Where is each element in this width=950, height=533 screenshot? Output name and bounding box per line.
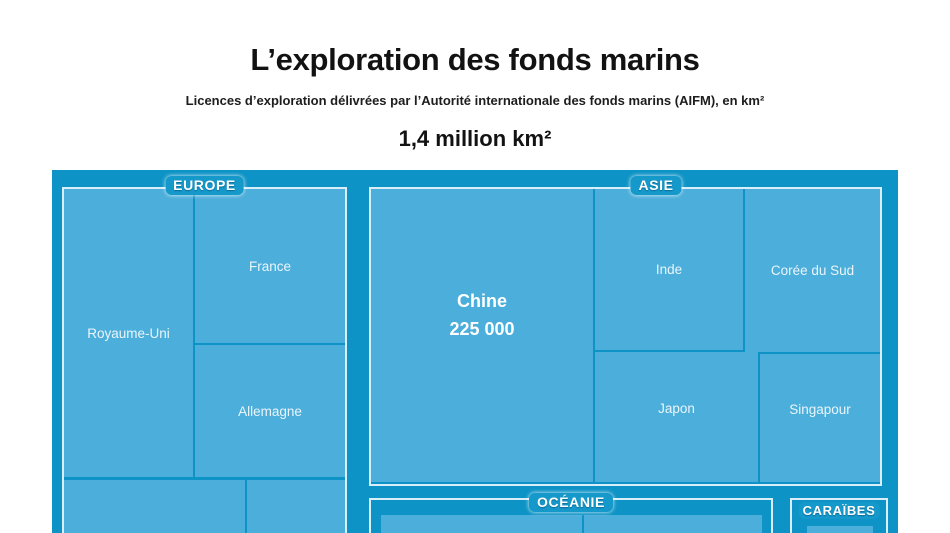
cell-allemagne: Allemagne [195,345,345,477]
region-label-asie: ASIE [630,176,682,195]
cell-inde: Inde [595,189,743,350]
cell-label: Royaume-Uni [87,325,170,341]
page-title: L’exploration des fonds marins [250,42,700,77]
chart-subtitle: Licences d’exploration délivrées par l’A… [185,93,765,108]
cell-singapour: Singapour [760,354,880,482]
region-oceanie: OCÉANIE [369,493,773,533]
cell-oceanie-unlabeled-1 [381,515,582,533]
cell-label: France [248,258,292,274]
cell-label: Corée du Sud [770,263,855,278]
cell-label: Chine [456,291,507,311]
region-europe: EUROPE Royaume-Uni France Allemagne [62,176,347,533]
cell-value: 225 000 [449,319,515,339]
cell-label: Inde [655,262,683,277]
region-asie: ASIE Chine 225 000 Inde Corée du Sud Jap… [369,176,882,486]
cell-label: Allemagne [238,403,302,419]
region-label-oceanie: OCÉANIE [529,493,613,512]
cell-caraibes-unlabeled-1 [807,526,873,533]
cell-label: Japon [658,400,695,416]
region-label-europe: EUROPE [165,176,244,195]
region-label-caraibes: CARAÏBES [798,502,880,519]
region-caraibes: CARAÏBES [790,498,888,533]
total-value: 1,4 million km² [398,126,552,151]
cell-chine: Chine 225 000 [371,189,593,482]
cell-label: Singapour [789,401,851,417]
cell-europe-unlabeled-1 [64,480,245,533]
cell-coree-du-sud: Corée du Sud [745,189,880,352]
cell-japon: Japon [595,352,758,482]
cell-oceanie-unlabeled-2 [584,515,762,533]
cell-france: France [195,189,345,343]
treemap-canvas: EUROPE Royaume-Uni France Allemagne ASIE… [52,170,898,533]
cell-europe-unlabeled-2 [247,480,345,533]
cell-royaume-uni: Royaume-Uni [64,189,193,477]
